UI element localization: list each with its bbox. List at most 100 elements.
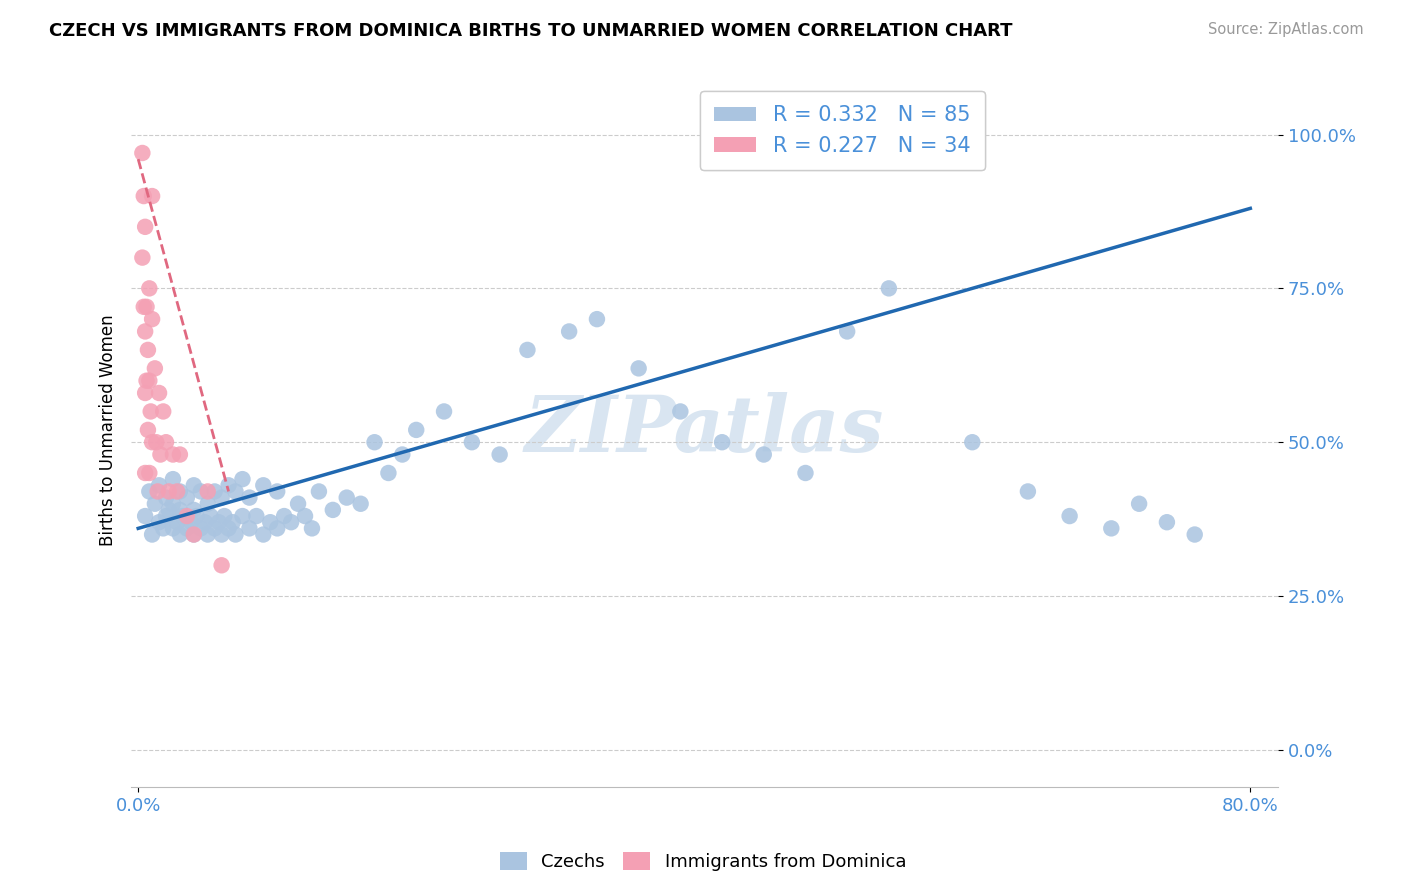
Point [146,484,169,499]
Point [180,515,202,529]
Point [405,423,427,437]
Point [162,497,184,511]
Point [1128,497,1150,511]
Point [1099,521,1122,535]
Point [558,325,581,339]
Point [166,484,188,499]
Point [225,484,247,499]
Point [280,515,302,529]
Point [877,281,900,295]
Point [218,478,240,492]
Point [139,404,162,418]
Point [141,312,163,326]
Point [186,509,208,524]
Point [169,448,191,462]
Point [148,515,170,529]
Point [190,484,212,499]
Point [134,509,156,524]
Point [176,491,198,505]
Point [308,484,330,499]
Point [157,503,180,517]
Point [252,527,274,541]
Point [135,374,157,388]
Point [669,404,692,418]
Point [238,491,260,505]
Point [238,521,260,535]
Point [155,435,177,450]
Point [200,509,222,524]
Point [294,509,316,524]
Point [155,509,177,524]
Point [336,491,359,505]
Point [211,558,233,573]
Point [266,521,288,535]
Point [322,503,344,517]
Point [131,251,153,265]
Point [162,521,184,535]
Point [149,448,172,462]
Point [1184,527,1206,541]
Point [176,521,198,535]
Point [169,527,191,541]
Point [259,515,281,529]
Point [488,448,510,462]
Point [183,527,205,541]
Point [516,343,538,357]
Point [143,361,166,376]
Point [134,466,156,480]
Point [166,515,188,529]
Point [141,527,163,541]
Point [197,497,219,511]
Point [211,527,233,541]
Point [141,435,163,450]
Point [132,189,155,203]
Point [301,521,323,535]
Point [433,404,456,418]
Text: ZIPatlas: ZIPatlas [524,392,884,468]
Point [183,478,205,492]
Point [134,219,156,234]
Legend: R = 0.332   N = 85, R = 0.227   N = 34: R = 0.332 N = 85, R = 0.227 N = 34 [700,90,984,170]
Point [349,497,371,511]
Point [138,466,160,480]
Point [266,484,288,499]
Point [837,325,859,339]
Text: CZECH VS IMMIGRANTS FROM DOMINICA BIRTHS TO UNMARRIED WOMEN CORRELATION CHART: CZECH VS IMMIGRANTS FROM DOMINICA BIRTHS… [49,22,1012,40]
Point [134,325,156,339]
Point [194,515,217,529]
Point [218,521,240,535]
Point [190,521,212,535]
Point [162,448,184,462]
Point [169,503,191,517]
Point [377,466,399,480]
Point [794,466,817,480]
Point [586,312,609,326]
Point [245,509,267,524]
Text: Source: ZipAtlas.com: Source: ZipAtlas.com [1208,22,1364,37]
Point [152,521,174,535]
Point [231,472,253,486]
Point [363,435,385,450]
Point [1156,515,1178,529]
Point [136,343,159,357]
Point [214,509,236,524]
Point [204,521,226,535]
Point [962,435,984,450]
Point [138,484,160,499]
Point [138,281,160,295]
Point [169,484,191,499]
Point [225,527,247,541]
Point [143,497,166,511]
Legend: Czechs, Immigrants from Dominica: Czechs, Immigrants from Dominica [492,845,914,879]
Point [148,478,170,492]
Point [155,491,177,505]
Point [172,509,194,524]
Point [176,509,198,524]
Point [197,484,219,499]
Point [391,448,413,462]
Point [208,515,231,529]
Point [162,472,184,486]
Point [222,515,245,529]
Y-axis label: Births to Unmarried Women: Births to Unmarried Women [100,314,117,546]
Point [131,146,153,161]
